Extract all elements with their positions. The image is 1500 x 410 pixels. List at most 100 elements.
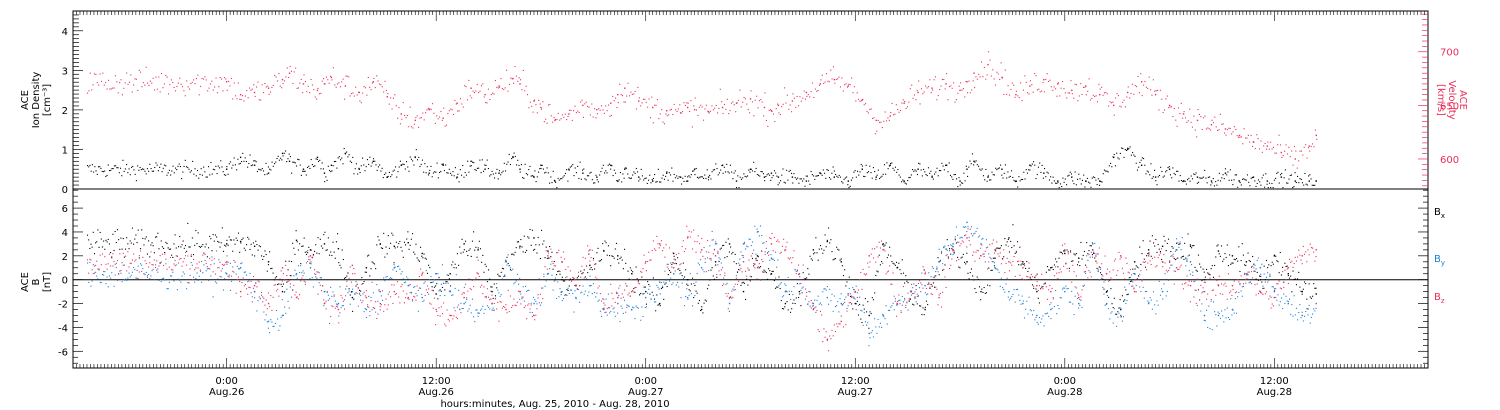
density-sample bbox=[1056, 182, 1058, 184]
density-sample bbox=[1081, 179, 1084, 181]
by-sample bbox=[332, 291, 334, 293]
by-point bbox=[435, 273, 437, 275]
density-sample bbox=[360, 165, 362, 167]
velocity-point bbox=[540, 106, 542, 109]
bx-sample bbox=[1138, 275, 1140, 277]
by-sample bbox=[218, 259, 220, 261]
velocity-sample bbox=[128, 81, 130, 83]
by-point bbox=[1203, 314, 1206, 317]
density-sample bbox=[129, 174, 131, 176]
density-sample bbox=[181, 178, 183, 180]
density-sample bbox=[324, 181, 326, 183]
velocity-point bbox=[470, 87, 472, 89]
bx-sample bbox=[675, 263, 677, 265]
by-sample bbox=[955, 226, 958, 228]
by-point bbox=[1217, 314, 1220, 317]
velocity-sample bbox=[711, 105, 713, 107]
density-sample bbox=[139, 166, 141, 169]
bz-sample bbox=[209, 257, 211, 260]
by-sample bbox=[536, 303, 538, 305]
by-sample bbox=[976, 227, 978, 229]
by-sample bbox=[423, 299, 425, 301]
velocity-sample bbox=[617, 102, 619, 104]
density-sample bbox=[501, 172, 503, 174]
bx-sample bbox=[1209, 274, 1211, 276]
bx-point bbox=[1106, 290, 1108, 293]
density-sample bbox=[562, 176, 564, 178]
density-sample bbox=[112, 168, 114, 170]
bx-sample bbox=[703, 302, 705, 304]
by-sample bbox=[205, 270, 207, 272]
bz-point bbox=[631, 290, 633, 293]
density-sample bbox=[284, 150, 287, 152]
density-sample bbox=[1138, 166, 1140, 168]
by-sample bbox=[426, 285, 429, 287]
bx-sample bbox=[1280, 274, 1283, 276]
bx-sample bbox=[103, 240, 105, 242]
by-sample bbox=[1114, 313, 1117, 315]
bz-sample bbox=[88, 272, 90, 274]
density-sample bbox=[923, 168, 925, 170]
bx-sample bbox=[824, 234, 826, 236]
by-sample bbox=[761, 234, 763, 237]
bx-sample bbox=[905, 275, 907, 277]
bx-sample bbox=[556, 274, 558, 276]
bz-sample bbox=[520, 303, 522, 305]
bx-sample bbox=[1237, 260, 1239, 262]
by-sample bbox=[356, 283, 358, 285]
by-sample bbox=[796, 269, 798, 271]
by-sample bbox=[512, 268, 514, 270]
density-sample bbox=[458, 181, 460, 183]
bz-sample bbox=[227, 275, 229, 277]
by-sample bbox=[602, 308, 604, 310]
by-sample bbox=[893, 309, 895, 311]
density-sample bbox=[645, 177, 647, 179]
density-sample bbox=[361, 157, 364, 159]
bx-sample bbox=[1112, 307, 1114, 309]
velocity-sample bbox=[408, 126, 410, 128]
bx-sample bbox=[966, 252, 968, 254]
density-sample bbox=[1084, 186, 1086, 188]
bz-sample bbox=[293, 284, 295, 286]
by-sample bbox=[786, 291, 788, 293]
velocity-sample bbox=[1200, 116, 1202, 118]
by-sample bbox=[1203, 319, 1205, 321]
bx-point bbox=[1301, 290, 1303, 293]
by-sample bbox=[294, 269, 296, 271]
bx-sample bbox=[228, 236, 230, 238]
density-sample bbox=[381, 167, 383, 169]
velocity-sample bbox=[200, 85, 202, 87]
by-sample bbox=[818, 303, 820, 305]
density-sample bbox=[536, 176, 538, 178]
velocity-sample bbox=[267, 85, 269, 87]
by-sample bbox=[500, 294, 502, 296]
density-sample bbox=[93, 171, 95, 173]
by-sample bbox=[203, 264, 205, 266]
density-sample bbox=[1298, 182, 1300, 184]
by-sample bbox=[878, 326, 880, 328]
bz-sample bbox=[386, 308, 388, 310]
density-sample bbox=[134, 173, 136, 175]
velocity-sample bbox=[954, 101, 956, 103]
by-sample bbox=[315, 276, 317, 278]
bx-sample bbox=[935, 275, 937, 277]
by-sample bbox=[1004, 291, 1006, 293]
bx-sample bbox=[562, 280, 565, 282]
by-sample bbox=[335, 303, 337, 305]
by-sample bbox=[1079, 304, 1081, 306]
bx-sample bbox=[1284, 262, 1286, 264]
velocity-sample bbox=[810, 91, 812, 93]
bx-sample bbox=[697, 302, 699, 304]
by-sample bbox=[658, 288, 660, 290]
bx-sample bbox=[1186, 260, 1188, 262]
by-sample bbox=[398, 265, 400, 267]
bx-sample bbox=[138, 257, 140, 259]
velocity-sample bbox=[88, 90, 90, 92]
density-sample bbox=[853, 171, 855, 173]
density-sample bbox=[745, 176, 747, 178]
bx-sample bbox=[1159, 251, 1161, 253]
by-sample bbox=[885, 305, 887, 307]
bx-sample bbox=[861, 321, 863, 324]
bx-sample bbox=[870, 312, 872, 315]
density-sample bbox=[115, 165, 117, 167]
